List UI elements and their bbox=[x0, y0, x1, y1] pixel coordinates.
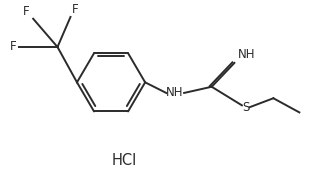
Text: NH: NH bbox=[238, 48, 255, 61]
Text: F: F bbox=[72, 3, 79, 16]
Text: HCl: HCl bbox=[111, 153, 137, 168]
Text: F: F bbox=[10, 41, 17, 54]
Text: F: F bbox=[23, 5, 30, 18]
Text: S: S bbox=[242, 101, 249, 114]
Text: NH: NH bbox=[166, 86, 183, 99]
